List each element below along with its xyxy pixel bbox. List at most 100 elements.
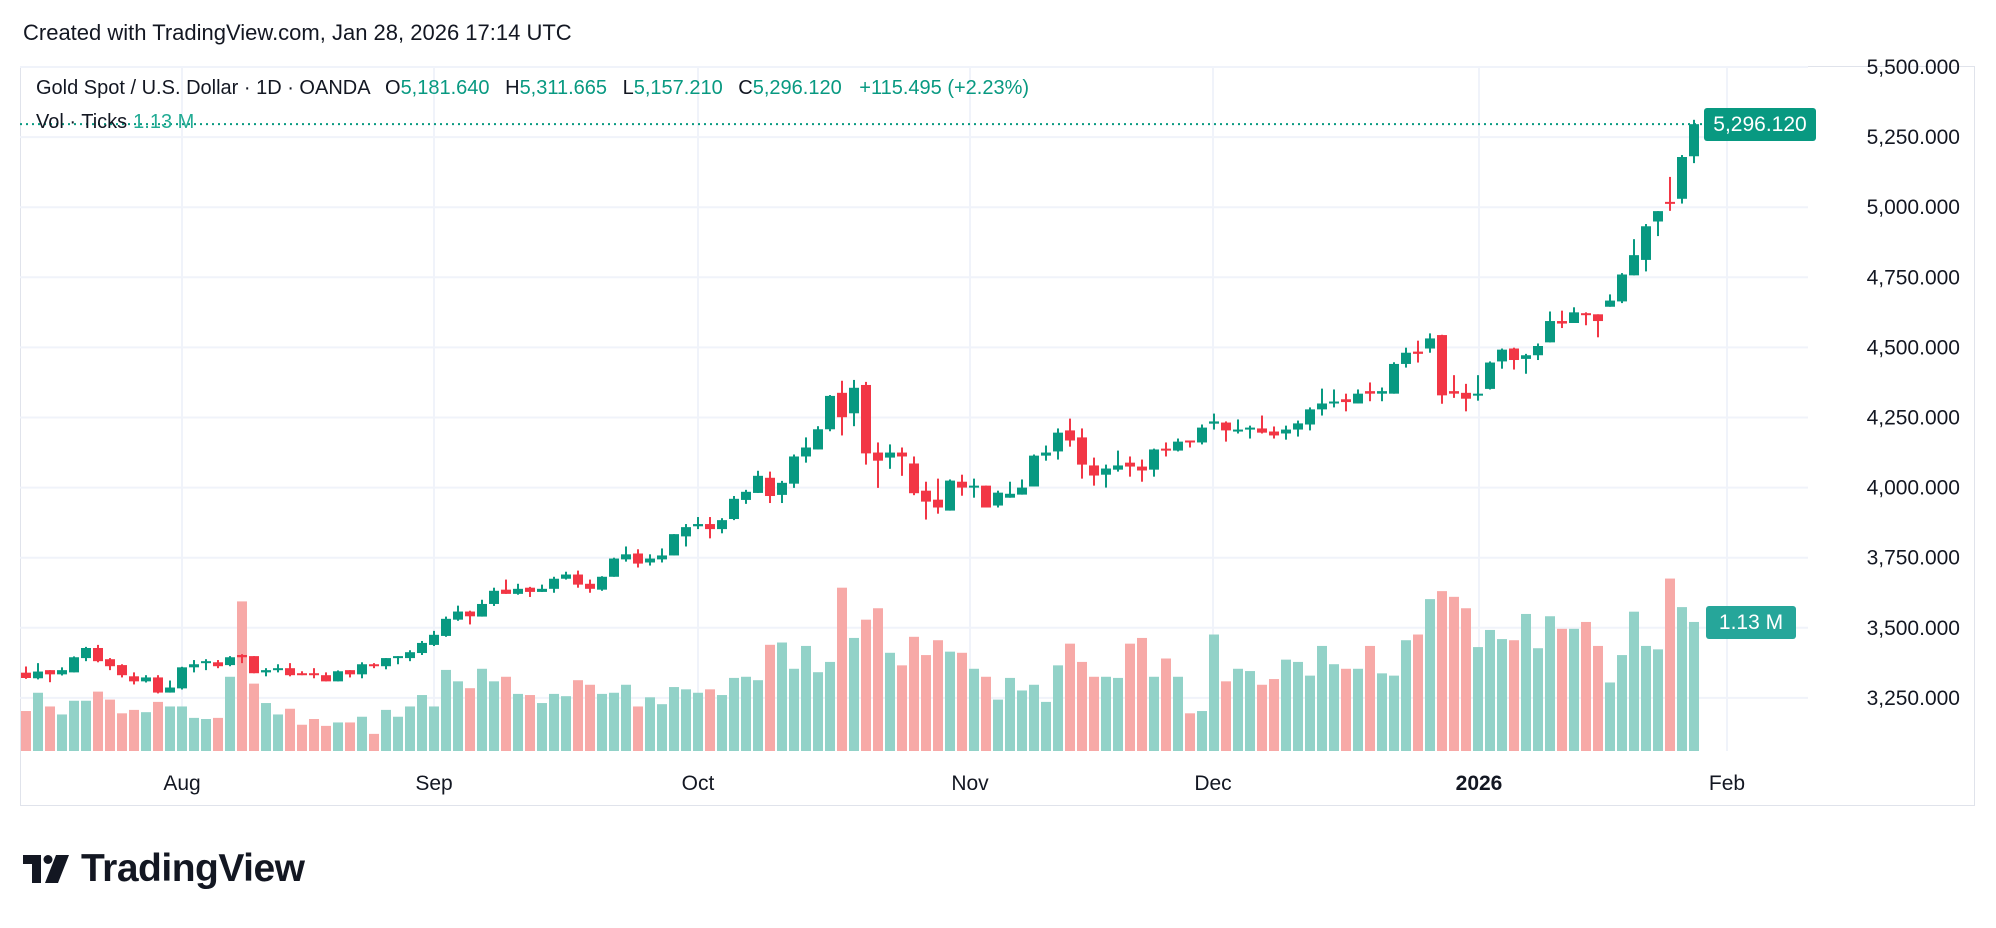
volume-bar — [1209, 634, 1219, 751]
candle — [45, 670, 55, 683]
candle-body — [1077, 437, 1087, 465]
volume-bar — [45, 706, 55, 751]
candle-body — [1257, 428, 1267, 433]
volume-bar — [705, 689, 715, 751]
volume-bar — [1569, 628, 1579, 751]
candle — [1125, 456, 1135, 477]
candle-body — [1197, 427, 1207, 443]
volume-bar — [765, 644, 775, 751]
candle-body — [1125, 462, 1135, 467]
volume-bar — [753, 680, 763, 751]
time-tick-label: 2026 — [1456, 772, 1503, 795]
candle — [1569, 307, 1579, 324]
volume-bar — [1029, 684, 1039, 751]
candle — [1005, 481, 1015, 498]
volume-bar — [345, 722, 355, 751]
candle-body — [1377, 391, 1387, 394]
candle — [393, 656, 403, 665]
candle — [357, 662, 367, 679]
candle-body — [669, 534, 679, 556]
candle-body — [1281, 429, 1291, 434]
candle-body — [705, 524, 715, 530]
candle — [501, 579, 511, 594]
candle-body — [117, 665, 127, 676]
candle — [1137, 459, 1147, 482]
candle — [1233, 419, 1243, 434]
candle-body — [1461, 392, 1471, 399]
candle — [81, 646, 91, 662]
candle-body — [261, 670, 271, 673]
volume-bar — [1665, 578, 1675, 751]
volume-bar — [1353, 668, 1363, 751]
candle — [297, 671, 307, 676]
candle — [1389, 362, 1399, 394]
candle — [1185, 440, 1195, 448]
volume-bar — [597, 693, 607, 751]
volume-value: 1.13 M — [133, 111, 195, 133]
candle — [189, 660, 199, 673]
candle-body — [309, 673, 319, 676]
volume-bar — [993, 699, 1003, 751]
candle — [345, 670, 355, 678]
candle-body — [1509, 348, 1519, 361]
candle — [1161, 442, 1171, 457]
volume-bar — [1005, 677, 1015, 751]
volume-bar — [201, 719, 211, 751]
candle — [1353, 389, 1363, 404]
volume-bar — [381, 709, 391, 751]
price-tick-label: 3,500.000 — [1867, 617, 1960, 640]
volume-bar — [441, 669, 451, 751]
volume-bar — [465, 688, 475, 751]
volume-bar — [1689, 621, 1699, 751]
volume-bar — [1593, 645, 1603, 751]
candle — [525, 586, 535, 597]
candle-body — [249, 656, 259, 674]
candle — [693, 517, 703, 530]
volume-bar — [609, 692, 619, 751]
candle — [1557, 310, 1567, 329]
candle — [405, 650, 415, 662]
candle — [597, 576, 607, 591]
candle — [249, 656, 259, 674]
volume-bar — [537, 703, 547, 751]
symbol-legend: Gold Spot / U.S. Dollar · 1D · OANDA O5,… — [36, 77, 1029, 100]
candle — [69, 656, 79, 673]
price-axis: 5,500.000 5,250.000 5,000.000 4,750.000 4,50… — [1867, 56, 1960, 710]
volume-bar — [585, 684, 595, 751]
candle — [549, 576, 559, 593]
volume-bar — [189, 717, 199, 751]
candle — [585, 579, 595, 593]
candle — [789, 454, 799, 488]
candle-body — [33, 671, 43, 679]
candle-body — [549, 578, 559, 589]
volume-bar — [1401, 640, 1411, 751]
volume-bar — [801, 645, 811, 751]
tradingview-logo[interactable]: TradingView — [23, 847, 305, 890]
candle — [1209, 413, 1219, 430]
candle-body — [993, 492, 1003, 506]
candle — [825, 395, 835, 432]
candle-body — [945, 480, 955, 511]
candle — [1041, 445, 1051, 461]
volume-bar — [1137, 637, 1147, 751]
candle — [1509, 347, 1519, 370]
volume-bar — [1197, 711, 1207, 751]
candle — [837, 380, 847, 436]
candle-body — [213, 662, 223, 667]
volume-bar — [405, 706, 415, 751]
candle-body — [897, 452, 907, 457]
candle-body — [1533, 345, 1543, 356]
candle-body — [1185, 440, 1195, 443]
candle-body — [909, 463, 919, 494]
last-volume-tag: 1.13 M — [1706, 606, 1796, 639]
price-tick-label: 3,750.000 — [1867, 547, 1960, 570]
candle — [957, 474, 967, 496]
volume-bar — [681, 689, 691, 751]
candle-body — [1485, 362, 1495, 389]
volume-bar — [1485, 629, 1495, 751]
candle — [969, 478, 979, 498]
last-price-tag: 5,296.120 — [1704, 108, 1816, 141]
symbol-title: Gold Spot / U.S. Dollar · 1D · OANDA — [36, 77, 370, 99]
volume-bar — [1413, 634, 1423, 751]
